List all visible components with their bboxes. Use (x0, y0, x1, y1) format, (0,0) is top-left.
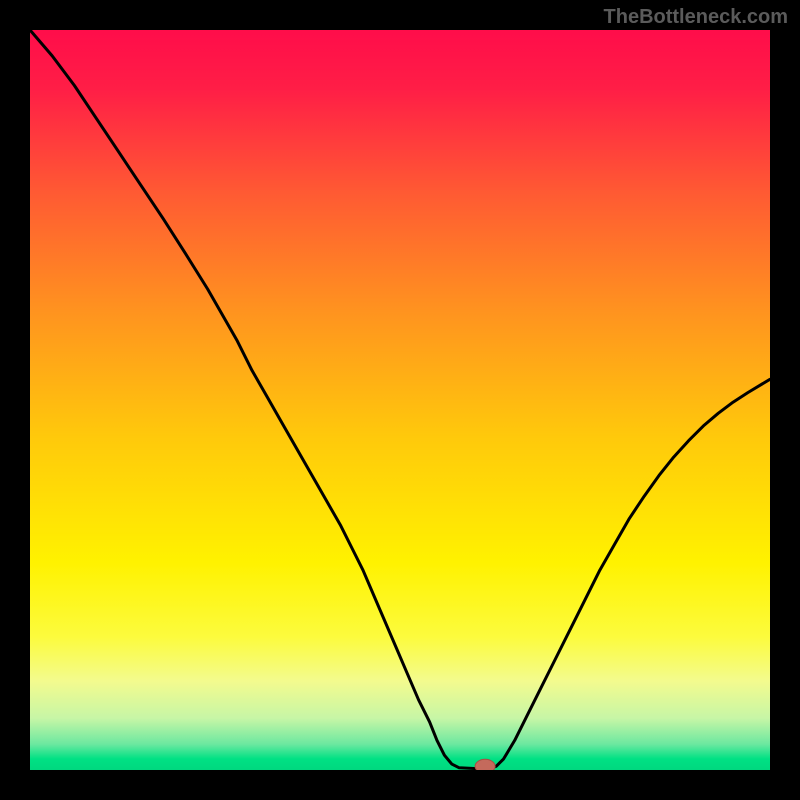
bottleneck-chart: TheBottleneck.com (0, 0, 800, 800)
chart-svg (0, 0, 800, 800)
